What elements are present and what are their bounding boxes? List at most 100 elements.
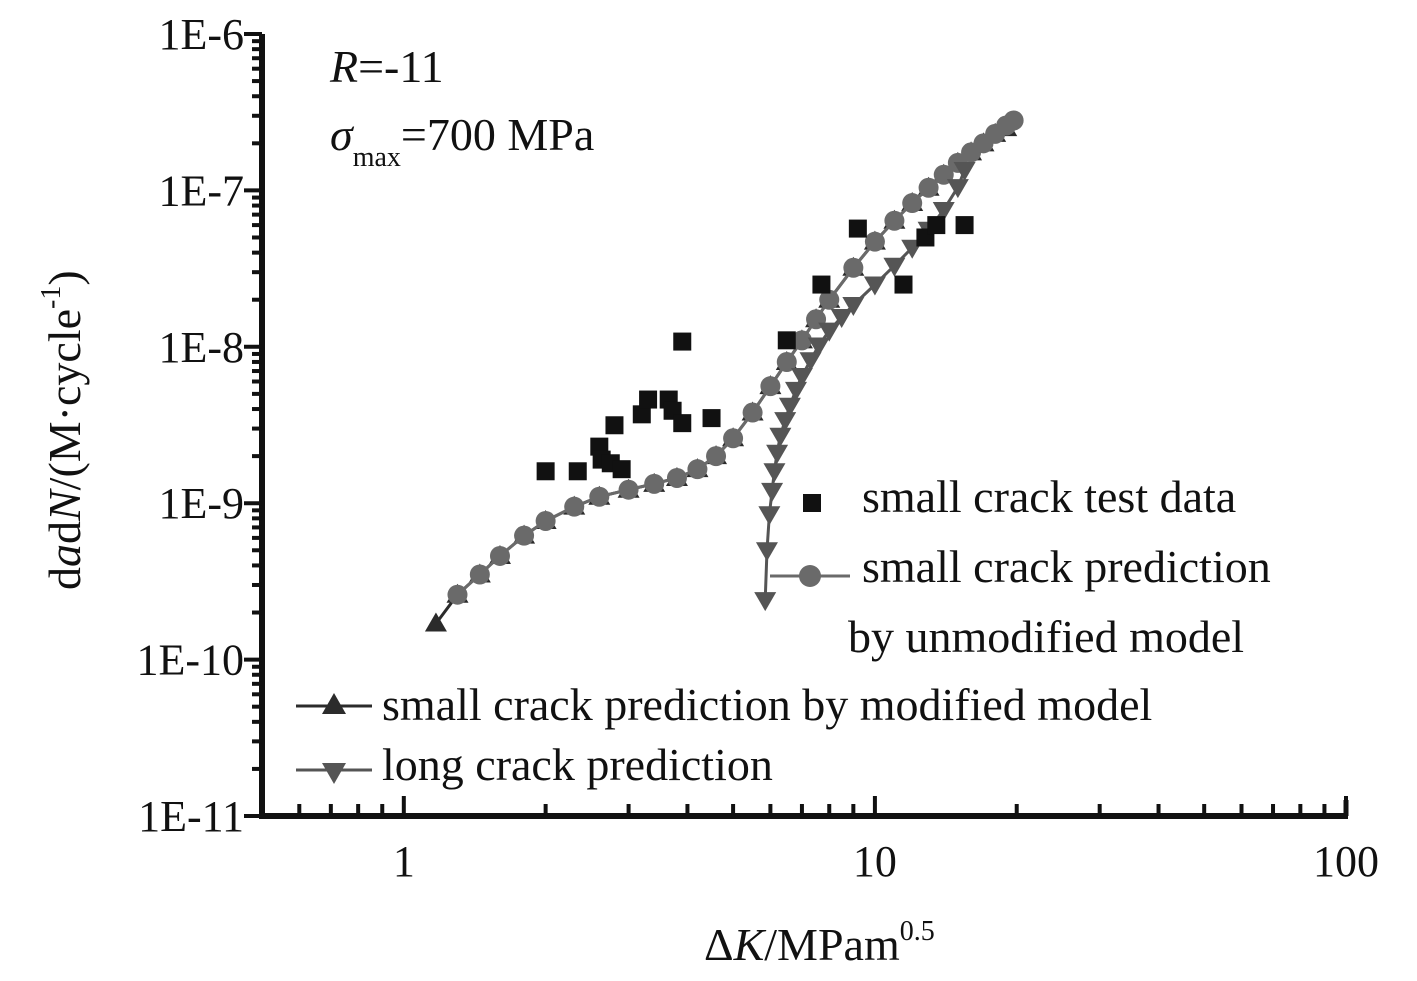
unmodified-point [884,210,905,231]
unmodified-point [666,467,687,488]
long-crack-point [755,542,778,562]
legend-label-modified: small crack prediction by modified model [382,679,1152,730]
y-minor-ticks [244,32,262,818]
legend-triangle-up-marker [322,693,346,714]
unmodified-point [589,486,610,507]
test-data-point [812,275,831,294]
test-data-point [673,414,692,433]
long-crack-point [766,444,789,464]
y-tick-label: 1E-6 [158,10,244,59]
unmodified-point [864,231,885,252]
y-title-d2: d [39,521,90,544]
long-crack-point [842,297,865,317]
y-tick-label: 1E-8 [158,323,244,372]
series-test-data [536,216,974,481]
legend: small crack test data small crack predic… [296,471,1271,790]
x-tick-label: 1 [393,837,415,886]
test-data-point [536,462,555,481]
unmodified-point [760,376,781,397]
sigma-value: =700 MPa [401,109,594,160]
sigma-max-annotation: σmax=700 MPa [330,109,594,173]
test-data-point [955,216,974,235]
long-crack-point [830,309,853,329]
unmodified-point [535,510,556,531]
legend-label-long: long crack prediction [382,739,773,790]
long-crack-point [758,506,781,526]
x-tick-labels: 1 10 100 [393,837,1379,886]
y-title-d1: d [39,567,90,590]
long-crack-point [761,482,784,502]
x-title-delta: Δ [704,919,734,970]
x-tick-label: 10 [853,837,897,886]
y-tick-label: 1E-7 [158,166,244,215]
long-crack-point [799,352,822,372]
unmodified-point [902,193,923,214]
legend-item-modified: small crack prediction by modified model [296,679,1152,730]
test-data-point [777,331,796,350]
legend-square-marker [803,494,821,512]
unmodified-point [723,428,744,449]
unmodified-point [514,525,535,546]
long-crack-point [769,427,792,447]
unmodified-point [918,177,939,198]
legend-label-unmodified-2: by unmodified model [848,611,1244,662]
r-variable: R [329,41,358,92]
long-crack-point [946,179,969,199]
unmodified-point [742,402,763,423]
legend-item-long: long crack prediction [296,739,773,790]
legend-item-unmodified: small crack prediction by unmodified mod… [770,541,1271,662]
long-crack-point [807,337,830,357]
long-crack-point [754,592,777,612]
unmodified-point [644,473,665,494]
legend-circle-marker [799,565,821,587]
long-crack-point [883,257,906,277]
test-data-point [639,390,658,409]
legend-triangle-down-marker [322,763,346,784]
long-crack-point [785,381,808,401]
unmodified-point [469,564,490,585]
long-crack-point [818,322,841,342]
legend-label-unmodified-1: small crack prediction [862,541,1271,592]
x-title-var: K [733,919,767,970]
y-tick-label: 1E-9 [158,479,244,528]
x-title-sup: 0.5 [900,916,935,947]
test-data-point [605,416,624,435]
y-tick-label: 1E-11 [138,792,244,841]
sigma-subscript: max [353,142,401,173]
test-data-point [612,460,631,479]
unmodified-point [687,459,708,480]
y-title-a: a [39,544,90,567]
r-ratio-annotation: R=-11 [329,41,444,92]
modified-point [424,612,447,632]
y-title-close: ) [39,270,90,285]
long-crack-point [863,276,886,296]
unmodified-point [791,330,812,351]
long-crack-point [778,397,801,417]
unmodified-point [843,257,864,278]
unmodified-point [776,351,797,372]
unmodified-point [564,496,585,517]
long-crack-point [763,463,786,483]
x-axis-title: ΔK/MPam0.5 [704,916,935,970]
x-title-unit: /MPam [764,919,900,970]
unmodified-point [706,446,727,467]
y-tick-label: 1E-10 [136,636,244,685]
test-data-point [568,462,587,481]
unmodified-point [819,289,840,310]
y-title-sup: -1 [36,286,67,309]
test-data-point [702,409,721,428]
y-tick-labels: 1E-6 1E-7 1E-8 1E-9 1E-10 1E-11 [136,10,244,841]
legend-item-test: small crack test data [803,471,1236,522]
x-minor-ticks [260,796,1348,816]
unmodified-point [489,545,510,566]
unmodified-point [447,584,468,605]
test-data-point [927,216,946,235]
long-crack-point [953,162,976,182]
test-data-point [894,275,913,294]
unmodified-point [618,479,639,500]
r-value: =-11 [358,41,444,92]
series-unmodified-model [447,110,1024,605]
y-axis-title: dadN/(M·cycle-1) [36,270,90,590]
long-crack-point [932,201,955,221]
